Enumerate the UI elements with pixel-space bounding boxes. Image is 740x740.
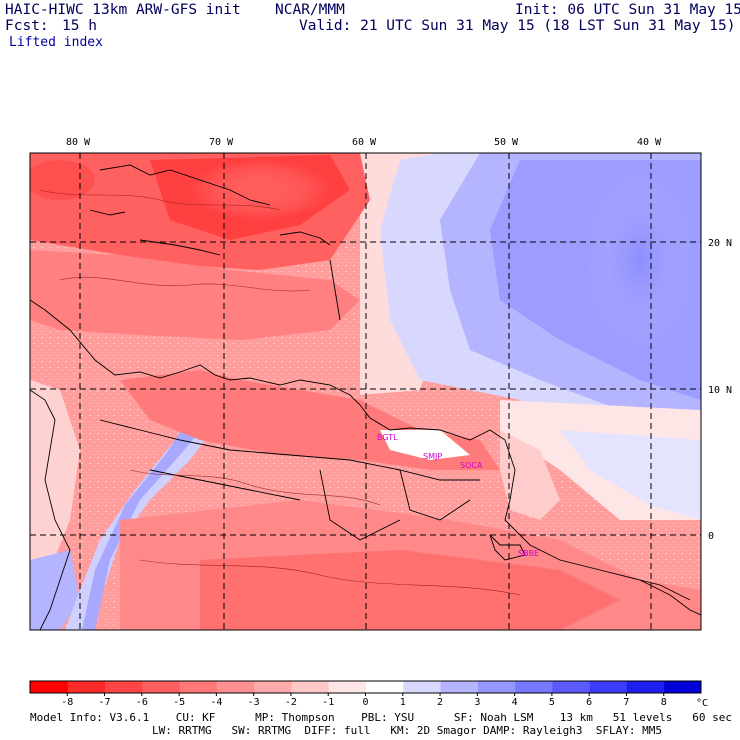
colorbar-tick-label: 4 [512, 697, 518, 708]
colorbar-tick-label: 3 [474, 697, 480, 708]
colorbar-swatch [440, 681, 478, 693]
lat-lon-grid [30, 153, 701, 630]
colorbar-tick-label: -6 [136, 697, 148, 708]
model-info-line1: Model Info: V3.6.1 CU: KF MP: Thompson P… [30, 711, 732, 724]
colorbar-tick-label: -1 [322, 697, 334, 708]
colorbar-swatch [67, 681, 106, 693]
org-label: NCAR/MMM [275, 2, 345, 18]
colorbar-tick-label: 5 [549, 697, 555, 708]
lat-labels: 20 N 10 N 0 [708, 238, 732, 542]
station-smjp: SMJP [423, 452, 442, 461]
colorbar-swatch [253, 681, 292, 693]
station-labels: BGTL SMJP SOCA SBBE [377, 433, 539, 558]
colorbar-swatch [216, 681, 255, 693]
forecast-label: Fcst: [5, 18, 49, 34]
colorbar-tick-label: 6 [586, 697, 592, 708]
colorbar-swatch [663, 681, 702, 693]
colorbar-tick-label: 2 [437, 697, 443, 708]
coastlines [30, 164, 701, 630]
colorbar-tick-label: -7 [99, 697, 111, 708]
colorbar-swatch [290, 681, 329, 693]
colorbar-swatch [477, 681, 516, 693]
colorbar-unit: °C [696, 698, 708, 709]
station-soca: SOCA [460, 461, 483, 470]
colorbar-swatch [179, 681, 217, 693]
lat-label: 10 N [708, 385, 732, 396]
init-time: Init: 06 UTC Sun 31 May 15 [515, 2, 740, 18]
colorbar-swatch [328, 681, 366, 693]
colorbar-tick-label: -5 [173, 697, 185, 708]
colorbar-swatch [514, 681, 553, 693]
lon-label: 40 W [637, 137, 662, 148]
map-field [30, 153, 701, 630]
model-title: HAIC-HIWC 13km ARW-GFS init [5, 2, 241, 18]
colorbar-tick-label: 0 [362, 697, 368, 708]
lon-label: 80 W [66, 137, 91, 148]
colorbar-swatch [365, 681, 404, 693]
lat-label: 20 N [708, 238, 732, 249]
station-sbbe: SBBE [518, 549, 539, 558]
lat-label: 0 [708, 531, 714, 542]
colorbar-swatch [141, 681, 180, 693]
colorbar-swatch [589, 681, 627, 693]
colorbar-tick-label: 7 [623, 697, 629, 708]
colorbar-tick-label: -2 [285, 697, 297, 708]
colorbar: -8 -7 -6 -5 -4 -3 -2 -1 0 1 2 3 4 5 6 7 8 [29, 680, 702, 708]
lon-labels: 80 W 70 W 60 W 50 W 40 W [66, 137, 662, 148]
model-info-line2: LW: RRTMG SW: RRTMG DIFF: full KM: 2D Sm… [152, 724, 662, 737]
lon-label: 50 W [494, 137, 519, 148]
colorbar-swatch [30, 681, 68, 693]
colorbar-swatch [402, 681, 441, 693]
lon-label: 70 W [209, 137, 234, 148]
field-name: Lifted index [9, 35, 103, 50]
forecast-hours: 15 h [62, 18, 97, 34]
valid-time: Valid: 21 UTC Sun 31 May 15 (18 LST Sun … [299, 18, 736, 34]
colorbar-swatch [626, 681, 665, 693]
lon-label: 60 W [352, 137, 377, 148]
colorbar-tick-label: -3 [248, 697, 260, 708]
colorbar-tick-label: -8 [61, 697, 73, 708]
colorbar-swatch [551, 681, 590, 693]
colorbar-tick-label: 1 [400, 697, 406, 708]
colorbar-tick-label: 8 [661, 697, 667, 708]
colorbar-tick-label: -4 [210, 697, 222, 708]
colorbar-swatch [104, 681, 143, 693]
station-bgtl: BGTL [377, 433, 398, 442]
